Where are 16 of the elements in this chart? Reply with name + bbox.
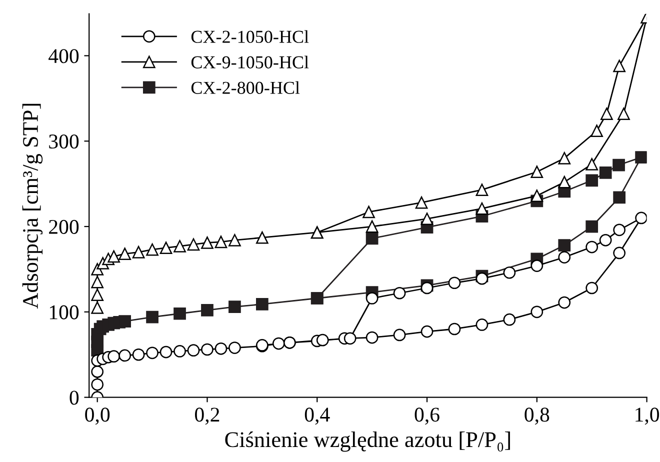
x-tick-label: 0,6 [414, 408, 440, 425]
legend-label: CX-2-1050-HCl [191, 30, 309, 43]
y-tick-label: 400 [48, 49, 79, 64]
x-tick-label: 0,4 [304, 408, 330, 425]
y-tick-label: 0 [70, 390, 79, 405]
x-tick-label: 0,0 [85, 408, 110, 425]
x-tick-label: 0,2 [195, 408, 220, 425]
legend-label: CX-9-1050-HCl [191, 56, 309, 68]
y-tick-label: 200 [49, 220, 79, 234]
legend-label: CX-2-800-HCl [191, 81, 300, 94]
x-tick-label: 0,8 [524, 408, 550, 425]
y-axis-title: Adsorpcja [cm³/g STP] [22, 104, 43, 309]
y-tick-label: 300 [49, 134, 79, 149]
x-axis-title: Ciśnienie względne azotu [P/P₀] [225, 431, 510, 452]
y-tick-label: 100 [50, 305, 79, 320]
x-tick-label: 1,0 [636, 408, 660, 425]
